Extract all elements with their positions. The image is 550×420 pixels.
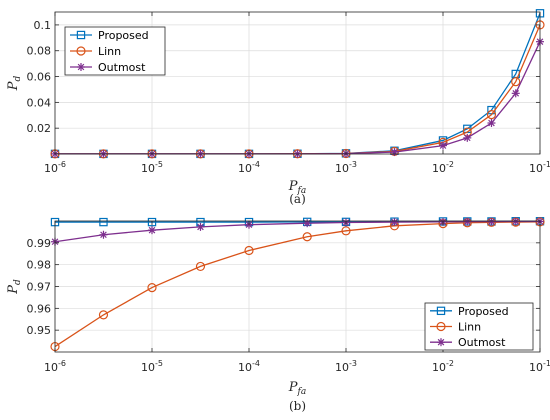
data-point — [147, 217, 157, 227]
legend: Proposed Linn Outmost — [424, 302, 534, 351]
x-axis-label: Pfa — [288, 380, 306, 397]
axes-frame — [54, 11, 541, 155]
x-tick-label: 10-3 — [335, 359, 357, 374]
x-tick-label: 10-4 — [238, 359, 260, 374]
x-tick-label: 10-6 — [44, 160, 66, 175]
y-tick-label: 0.99 — [27, 237, 52, 250]
y-tick-label: 0.06 — [27, 71, 52, 84]
legend-label: Linn — [98, 45, 121, 58]
data-point — [148, 226, 156, 235]
x-tick-label: 10-5 — [141, 359, 163, 374]
data-point — [511, 89, 520, 98]
legend-entry: Outmost — [70, 61, 146, 74]
chart-a: 10-6 10-5 10-4 10-3 10-2 10-1 0.02 0.04 0.06 0.08… — [6, 9, 550, 206]
grid — [54, 12, 541, 154]
data-point — [487, 217, 496, 226]
chart-b: 10-6 10-5 10-4 10-3 10-2 10-1 0.95 0.96 0.97 0.98… — [6, 217, 550, 413]
y-tick-label: 0.1 — [34, 19, 52, 32]
subfigure-caption: (a) — [289, 192, 306, 206]
data-point — [486, 110, 497, 120]
legend-label: Outmost — [458, 336, 506, 349]
y-tick-label: 0.98 — [27, 259, 52, 272]
data-point — [463, 133, 472, 142]
data-point — [390, 218, 399, 227]
legend-marker — [436, 321, 446, 332]
data-point — [99, 217, 108, 227]
legend-label: Linn — [458, 321, 481, 334]
legend-entry: Linn — [70, 45, 121, 58]
legend-label: Proposed — [98, 29, 149, 42]
y-axis-label: Pd — [6, 279, 23, 295]
legend-marker — [76, 30, 86, 40]
data-point — [195, 261, 206, 272]
data-point — [98, 310, 109, 320]
y-tick-label: 0.96 — [27, 302, 52, 315]
data-point — [147, 282, 157, 293]
data-point — [302, 232, 312, 242]
legend-entry: Proposed — [70, 29, 149, 42]
data-point — [487, 119, 496, 128]
legend-marker — [436, 306, 446, 316]
data-point — [99, 230, 108, 239]
y-tick-label: 0.08 — [27, 45, 52, 58]
y-tick-label: 0.02 — [27, 122, 52, 135]
x-tick-label: 10-5 — [141, 160, 163, 175]
legend-marker — [77, 63, 85, 71]
data-point — [439, 141, 447, 150]
subfigure-caption: (b) — [289, 399, 306, 413]
data-point — [244, 245, 254, 256]
data-point — [341, 226, 351, 236]
legend-entry: Proposed — [430, 305, 509, 318]
legend-label: Outmost — [98, 61, 146, 74]
legend-label: Proposed — [458, 305, 509, 318]
x-tick-label: 10-1 — [529, 160, 550, 175]
legend: Proposed Linn Outmost — [64, 26, 166, 76]
x-tick-label: 10-2 — [432, 359, 454, 374]
x-tick-label: 10-1 — [529, 359, 550, 374]
y-axis-label: Pd — [6, 76, 23, 92]
data-point — [196, 222, 205, 231]
data-point — [511, 217, 520, 226]
data-point — [511, 77, 521, 87]
legend-entry: Linn — [430, 321, 481, 334]
x-axis-label: Pfa — [288, 179, 306, 196]
x-tick-label: 10-6 — [44, 359, 66, 374]
data-point — [390, 148, 399, 157]
data-point — [463, 217, 472, 226]
x-tick-label: 10-3 — [335, 160, 357, 175]
legend-entry: Outmost — [430, 336, 506, 349]
data-point — [303, 219, 312, 228]
legend-marker — [437, 338, 445, 347]
x-tick-label: 10-4 — [238, 160, 260, 175]
x-tick-label: 10-2 — [432, 160, 454, 175]
y-tick-label: 0.95 — [27, 324, 52, 337]
y-tick-label: 0.97 — [27, 281, 52, 294]
y-tick-label: 0.04 — [27, 96, 52, 109]
legend-marker — [76, 46, 86, 56]
